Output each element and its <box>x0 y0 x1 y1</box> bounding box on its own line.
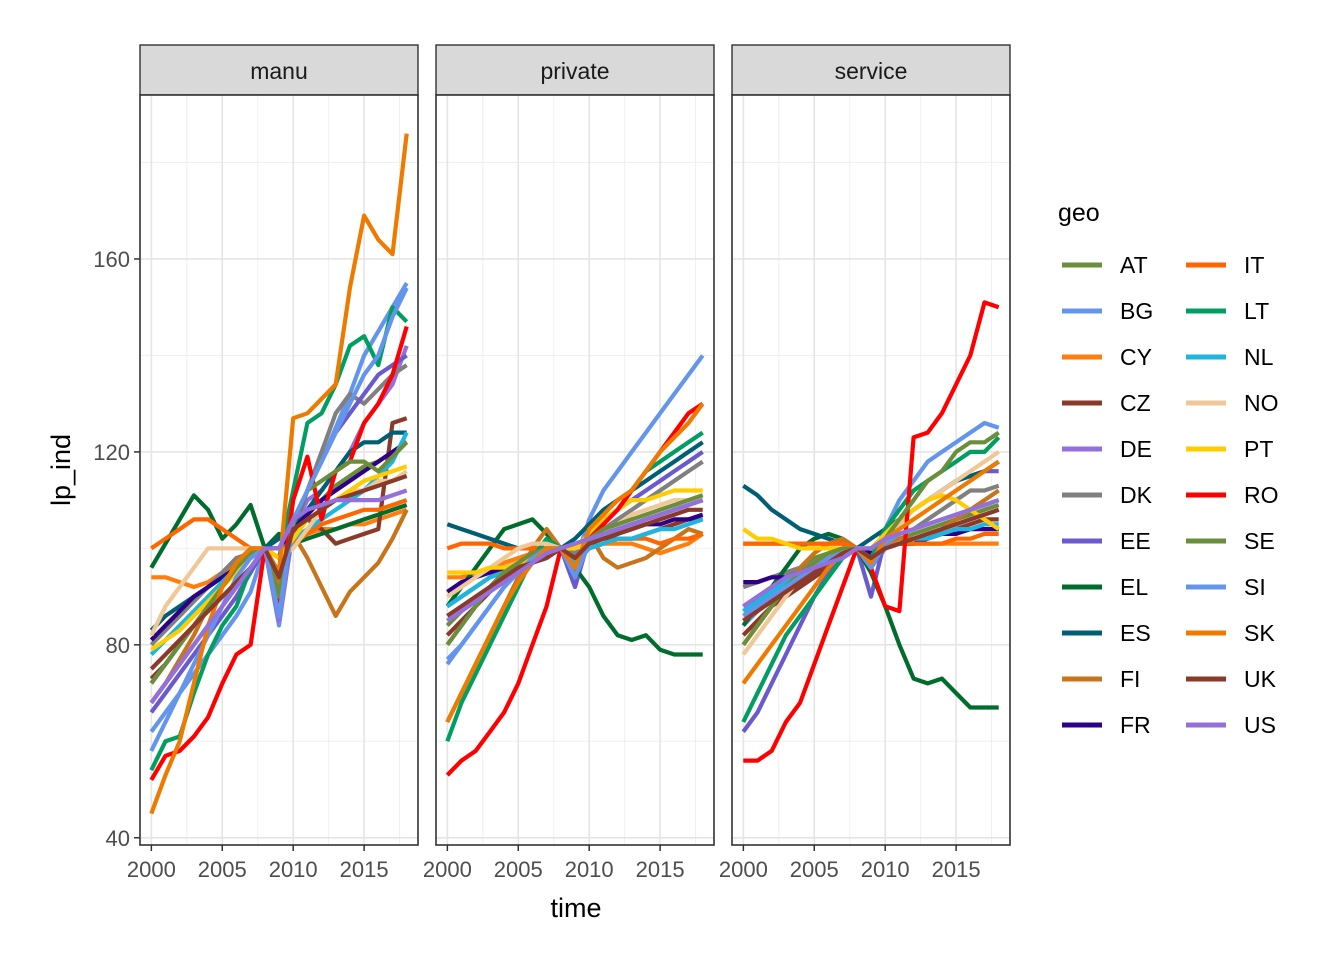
facet-strip-label: private <box>540 58 609 84</box>
legend-label: US <box>1244 712 1276 738</box>
facet-panel-service: service 2000 2005 2010 2015 <box>719 44 1011 882</box>
series-line-BG <box>149 282 409 733</box>
series-line-FI <box>149 508 409 704</box>
legend-item-SE: SE <box>1186 528 1275 554</box>
legend-item-BG: BG <box>1062 298 1153 324</box>
legend: geo AT BG CY CZ DE DK EE EL ES FI FR IT LT NL NO PT RO SE S… <box>1058 199 1279 738</box>
legend-item-PT: PT <box>1186 436 1273 462</box>
y-tick-label: 120 <box>93 440 130 465</box>
legend-label: LT <box>1244 298 1269 324</box>
legend-item-CY: CY <box>1062 344 1152 370</box>
panel-border <box>731 94 1011 846</box>
x-tick-label: 2015 <box>340 857 389 882</box>
series-line-PT <box>447 488 703 575</box>
legend-label: EL <box>1120 574 1148 600</box>
legend-label: EE <box>1120 528 1151 554</box>
legend-label: DK <box>1120 482 1153 508</box>
series-line-UK <box>742 507 1000 623</box>
legend-item-FR: FR <box>1062 712 1151 738</box>
facet-strip <box>139 44 419 96</box>
legend-item-SK: SK <box>1186 620 1275 646</box>
panel-background <box>436 95 714 845</box>
legend-label: PT <box>1244 436 1273 462</box>
panel-border <box>139 94 419 846</box>
series-line-US <box>446 498 704 623</box>
legend-item-EE: EE <box>1062 528 1151 554</box>
x-tick-label: 2000 <box>719 857 768 882</box>
facet-strip <box>731 44 1011 96</box>
legend-item-LT: LT <box>1186 298 1269 324</box>
legend-label: IT <box>1244 252 1264 278</box>
legend-item-DE: DE <box>1062 436 1152 462</box>
facet-strip-label: manu <box>250 58 308 84</box>
legend-item-SI: SI <box>1186 574 1266 600</box>
facet-strip <box>435 44 715 96</box>
x-tick-label: 2010 <box>861 857 910 882</box>
legend-title: geo <box>1058 199 1100 227</box>
legend-item-CZ: CZ <box>1062 390 1151 416</box>
x-tick-label: 2010 <box>269 857 318 882</box>
legend-item-IT: IT <box>1186 252 1264 278</box>
series-line-EL <box>149 493 408 569</box>
series-line-UK <box>446 507 703 618</box>
x-tick-label: 2005 <box>790 857 839 882</box>
x-tick-label: 2000 <box>423 857 472 882</box>
legend-label: CY <box>1120 344 1152 370</box>
legend-item-NO: NO <box>1186 390 1279 416</box>
legend-label: SI <box>1244 574 1266 600</box>
legend-label: UK <box>1244 666 1277 692</box>
series-line-UK <box>149 474 408 671</box>
facet-strip-label: service <box>835 58 908 84</box>
y-tick-label: 80 <box>106 633 130 658</box>
series-line-ES <box>446 440 704 551</box>
series-line-SK <box>741 459 1000 685</box>
legend-label: RO <box>1244 482 1279 508</box>
legend-item-NL: NL <box>1186 344 1274 370</box>
legend-label: NO <box>1244 390 1279 416</box>
legend-item-EL: EL <box>1062 574 1148 600</box>
legend-item-RO: RO <box>1186 482 1279 508</box>
legend-label: DE <box>1120 436 1152 462</box>
facet-panel-manu: manu 2000 2005 2010 2015 <box>127 44 419 882</box>
panel-border <box>435 94 715 846</box>
y-tick-label: 160 <box>93 247 130 272</box>
legend-item-UK: UK <box>1186 666 1277 692</box>
legend-item-US: US <box>1186 712 1276 738</box>
legend-label: CZ <box>1120 390 1151 416</box>
series-line-US <box>742 498 1000 609</box>
panel-background <box>732 95 1010 845</box>
legend-label: FR <box>1120 712 1151 738</box>
x-tick-label: 2005 <box>494 857 543 882</box>
y-tick-label: 40 <box>106 826 130 851</box>
legend-label: FI <box>1120 666 1140 692</box>
legend-label: BG <box>1120 298 1153 324</box>
legend-label: AT <box>1120 252 1148 278</box>
legend-item-FI: FI <box>1062 666 1140 692</box>
legend-label: ES <box>1120 620 1151 646</box>
x-tick-label: 2015 <box>932 857 981 882</box>
legend-label: SK <box>1244 620 1275 646</box>
x-tick-label: 2005 <box>198 857 247 882</box>
legend-item-ES: ES <box>1062 620 1151 646</box>
x-tick-label: 2010 <box>565 857 614 882</box>
legend-label: SE <box>1244 528 1275 554</box>
legend-label: NL <box>1244 344 1274 370</box>
y-axis-title: lp_ind <box>46 434 76 506</box>
x-tick-label: 2000 <box>127 857 176 882</box>
legend-item-AT: AT <box>1062 252 1148 278</box>
facet-panel-private: private 2000 2005 2010 2015 <box>423 44 715 882</box>
series-line-SK <box>445 402 705 723</box>
x-axis-title: time <box>550 893 601 923</box>
legend-item-DK: DK <box>1062 482 1153 508</box>
x-tick-label: 2015 <box>636 857 685 882</box>
series-line-SI <box>149 286 409 752</box>
series-line-US <box>149 488 408 704</box>
